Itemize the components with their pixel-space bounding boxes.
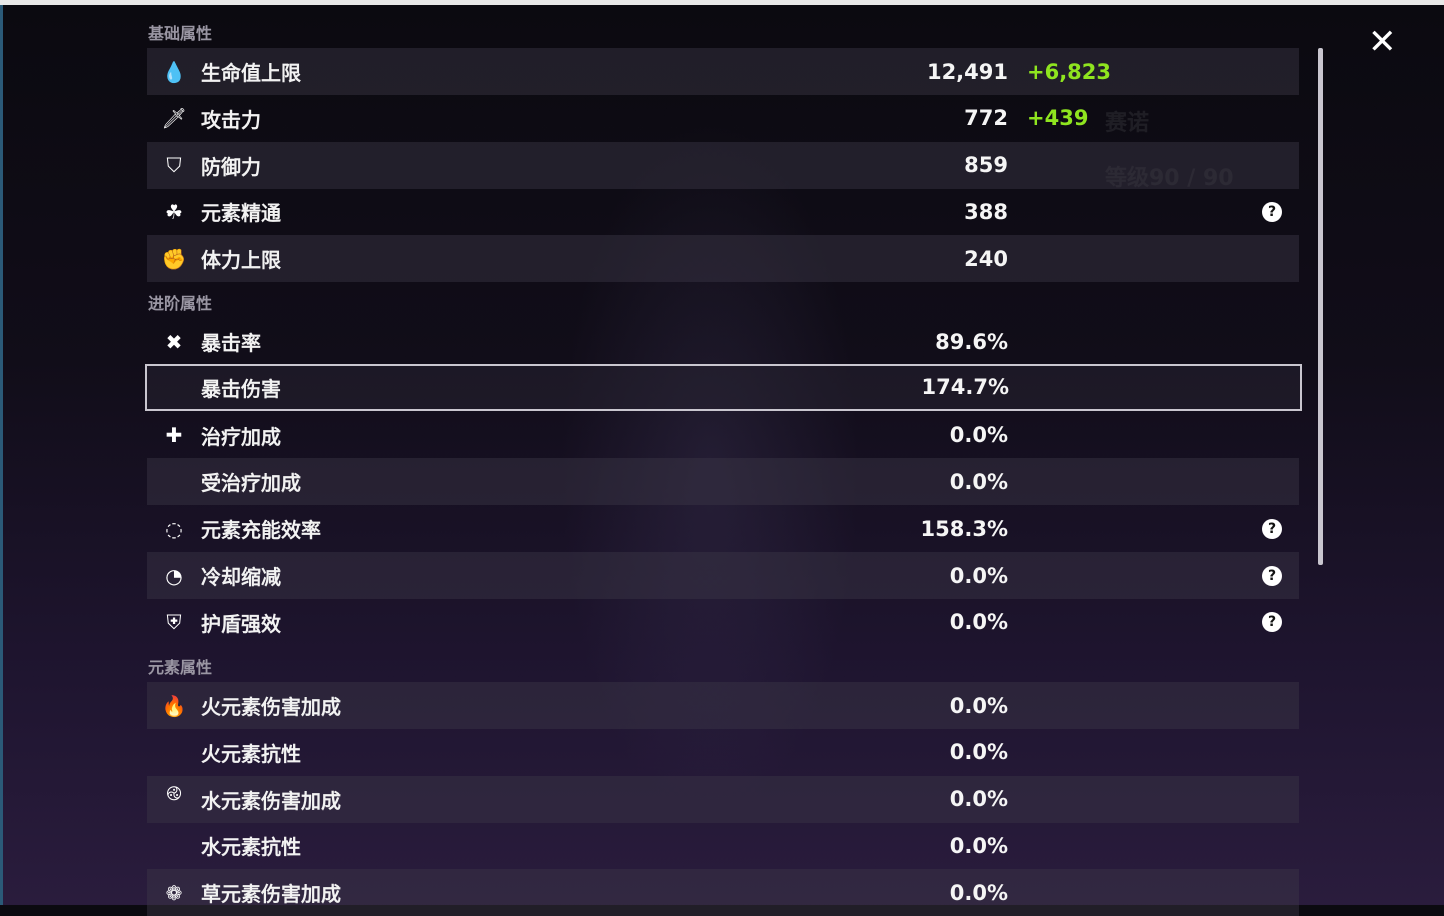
attribute-label: 水元素抗性 <box>201 835 301 860</box>
attribute-value: 174.7% <box>921 375 1009 400</box>
help-icon[interactable]: ? <box>1262 612 1282 633</box>
attribute-label: 草元素伤害加成 <box>201 882 341 907</box>
attribute-value: 0.0% <box>949 469 1008 494</box>
attribute-label: 元素充能效率 <box>201 518 321 543</box>
close-icon: ✕ <box>1368 22 1397 62</box>
attribute-row[interactable]: ⛉ 防御力 859 <box>147 141 1299 189</box>
cooldown-icon: ◔ <box>165 563 183 588</box>
healing-cross-icon: ✚ <box>165 423 183 448</box>
dendro-icon: ❁ <box>165 880 183 905</box>
attribute-value: 0.0% <box>949 423 1008 448</box>
attribute-row[interactable]: 火元素抗性 0.0% <box>147 729 1299 776</box>
attribute-value: 12,491 <box>926 59 1008 84</box>
stamina-icon: ✊ <box>161 246 187 271</box>
window-left-edge <box>0 5 3 905</box>
attribute-value: 388 <box>964 199 1008 224</box>
attribute-row[interactable]: ⛨ 护盾强效 0.0%? <box>147 599 1299 646</box>
attribute-value: 0.0% <box>949 833 1008 858</box>
character-backdrop <box>560 120 860 820</box>
attribute-label: 冷却缩减 <box>201 565 281 589</box>
attribute-value: 0.0% <box>949 563 1008 588</box>
attribute-row[interactable]: ✚ 治疗加成 0.0% <box>147 412 1299 459</box>
elemental-mastery-icon: ☘ <box>165 199 183 224</box>
attribute-value: 0.0% <box>949 740 1008 765</box>
attribute-value: 0.0% <box>949 787 1008 812</box>
attribute-row[interactable]: ✊ 体力上限 240 <box>147 235 1299 283</box>
attribute-bonus: +6,823 <box>1027 59 1112 84</box>
attribute-value: 772 <box>964 106 1008 131</box>
attribute-row[interactable]: 暴击伤害 174.7% <box>145 363 1302 411</box>
attribute-value: 240 <box>964 246 1008 271</box>
attribute-label: 攻击力 <box>201 107 261 132</box>
attribute-bonus: +439 <box>1027 106 1089 131</box>
help-icon[interactable]: ? <box>1262 201 1282 222</box>
attribute-value: 0.0% <box>949 880 1008 905</box>
attribute-label: 暴击伤害 <box>201 376 281 401</box>
shield-icon: ⛉ <box>166 153 182 178</box>
attribute-label: 防御力 <box>201 154 261 179</box>
attribute-row[interactable]: 水元素抗性 0.0% <box>147 822 1299 869</box>
close-button[interactable]: ✕ <box>1368 22 1397 62</box>
attribute-label: 受治疗加成 <box>201 471 301 496</box>
section-title: 基础属性 <box>148 24 213 43</box>
hydro-icon: ࿋ <box>166 781 182 806</box>
shield-strength-icon: ⛨ <box>166 610 182 635</box>
attribute-value: 89.6% <box>935 329 1008 354</box>
attribute-row[interactable]: ❁ 草元素伤害加成 0.0% <box>147 869 1299 916</box>
help-icon[interactable]: ? <box>1262 518 1282 539</box>
attribute-row[interactable]: ✖ 暴击率 89.6% <box>147 318 1299 365</box>
attribute-value: 859 <box>964 153 1008 178</box>
crit-rate-icon: ✖ <box>165 329 183 354</box>
attribute-row[interactable]: ◔ 冷却缩减 0.0%? <box>147 552 1299 599</box>
window-top-bar <box>0 0 1444 5</box>
attribute-row[interactable]: 💧 生命值上限 12,491 +6,823 <box>147 48 1299 95</box>
attribute-row[interactable]: 🔥 火元素伤害加成 0.0% <box>147 682 1299 729</box>
energy-recharge-icon: ◌ <box>165 516 183 541</box>
attribute-row[interactable]: 🗡 攻击力 772 +439 <box>147 95 1299 142</box>
attribute-label: 生命值上限 <box>201 61 301 85</box>
attribute-label: 火元素伤害加成 <box>201 695 341 719</box>
hp-drop-icon: 💧 <box>161 59 187 84</box>
help-icon[interactable]: ? <box>1262 565 1282 586</box>
attribute-value: 0.0% <box>949 693 1008 718</box>
attribute-row[interactable]: ☘ 元素精通 388? <box>147 188 1299 235</box>
background-level: 等级90 / 90 <box>1105 166 1234 191</box>
attribute-label: 元素精通 <box>201 201 281 226</box>
attribute-label: 体力上限 <box>201 248 281 273</box>
attribute-value: 0.0% <box>949 610 1008 635</box>
attribute-row[interactable]: ࿋ 水元素伤害加成 0.0% <box>147 775 1299 823</box>
attribute-label: 护盾强效 <box>201 611 281 636</box>
sword-icon: 🗡 <box>161 106 187 131</box>
attribute-row[interactable]: 受治疗加成 0.0% <box>147 458 1299 506</box>
attribute-label: 暴击率 <box>201 331 261 355</box>
scrollbar[interactable] <box>1318 48 1323 565</box>
section-title: 元素属性 <box>148 658 213 677</box>
section-title: 进阶属性 <box>148 294 213 313</box>
attribute-label: 治疗加成 <box>201 424 281 449</box>
attribute-value: 158.3% <box>920 516 1008 541</box>
attribute-label: 水元素伤害加成 <box>201 788 341 813</box>
attribute-row[interactable]: ◌ 元素充能效率 158.3%? <box>147 505 1299 552</box>
background-character-name: 赛诺 <box>1105 111 1150 136</box>
attribute-label: 火元素抗性 <box>201 741 301 766</box>
pyro-icon: 🔥 <box>161 693 187 718</box>
